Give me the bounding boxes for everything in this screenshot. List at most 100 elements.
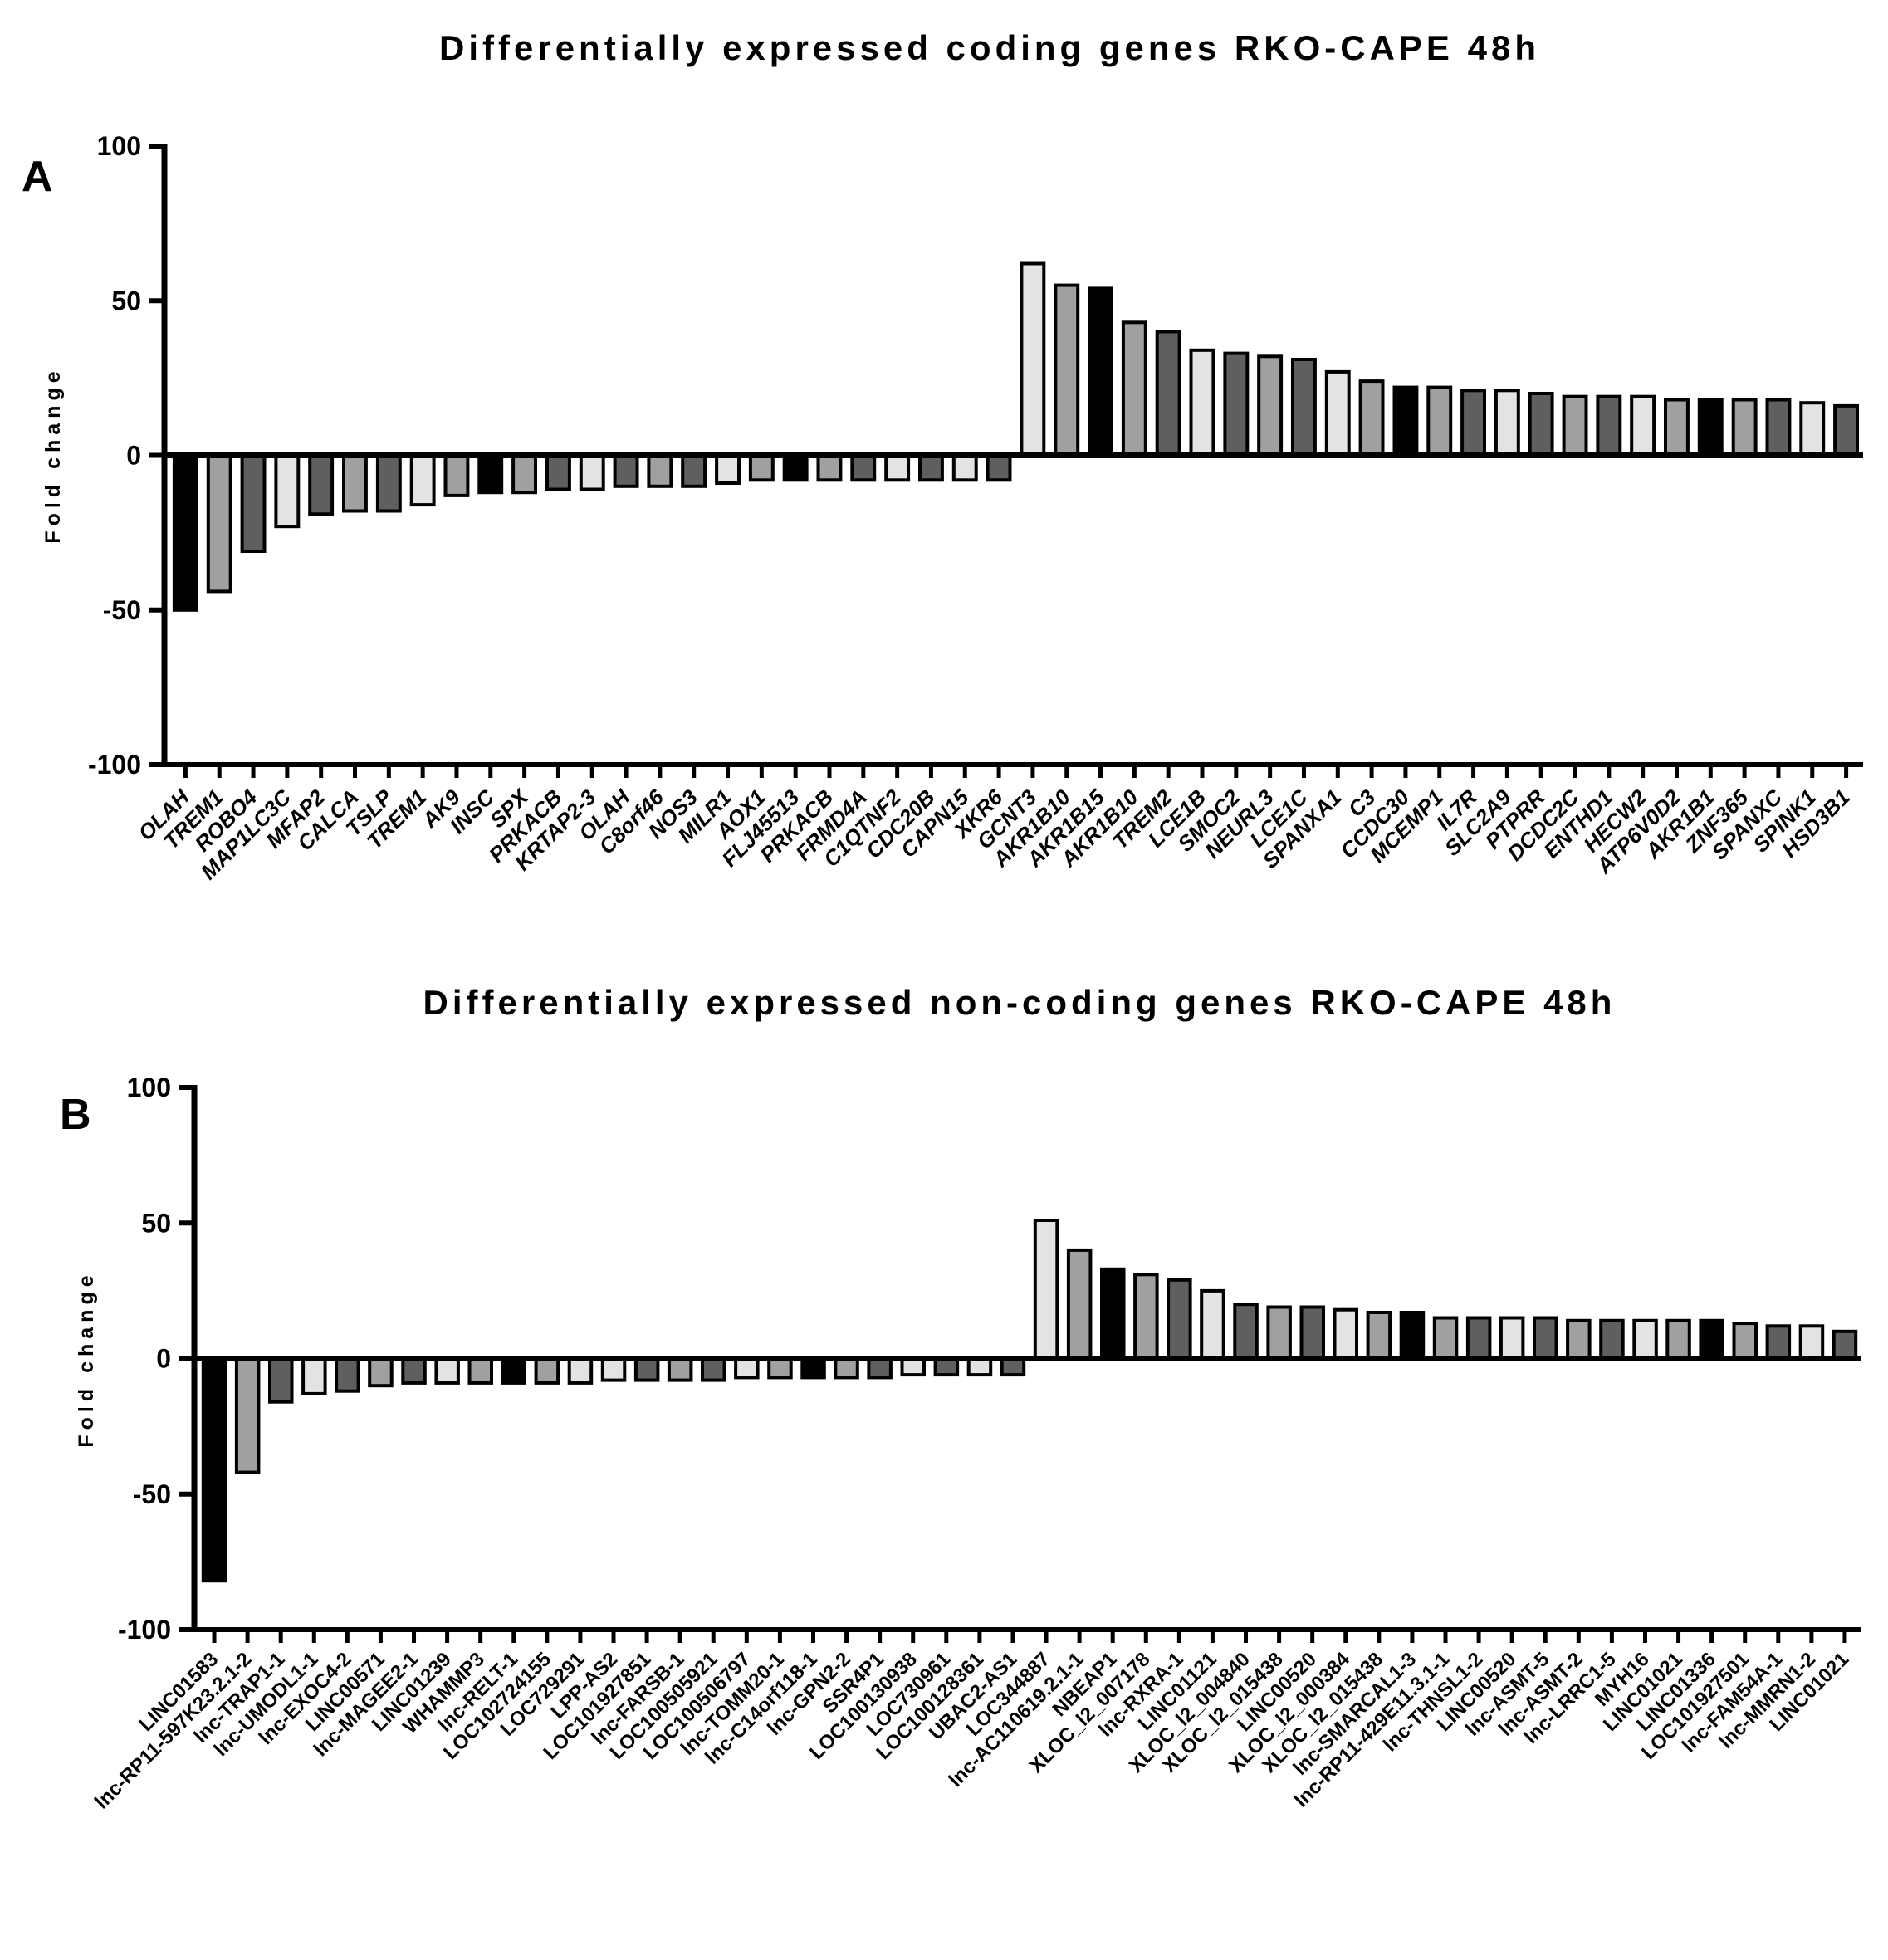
panel-a-bar: [613, 453, 639, 488]
panel-a-bar: [375, 453, 402, 513]
panel-a-bar: [850, 453, 877, 482]
panel-b-bar: [234, 1356, 261, 1474]
panel-b-bar: [1333, 1307, 1358, 1361]
panel-a-y-axis-label: Fold change: [42, 366, 65, 543]
panel-a-bar: [206, 453, 232, 594]
panel-b-bar: [1732, 1322, 1758, 1361]
panel-a-bar: [715, 453, 741, 485]
panel-a-bar: [308, 453, 335, 516]
panel-a-bar: [443, 453, 470, 497]
panel-a-y-tick-label: 0: [126, 441, 141, 471]
panel-a-bar: [172, 453, 198, 612]
panel-a-bar: [545, 453, 571, 491]
panel-b-bar: [1599, 1318, 1625, 1361]
panel-b-bar: [368, 1356, 394, 1388]
panel-b-bar: [1499, 1316, 1525, 1361]
panel-b-bar: [1366, 1311, 1392, 1361]
panel-a-bar: [477, 453, 504, 495]
panel-a-bar: [511, 453, 537, 495]
panel-b-bar: [1100, 1267, 1126, 1361]
panel-a-chart: Differentially expressed coding genes RK…: [22, 28, 1863, 884]
panel-b-bar: [1432, 1316, 1459, 1361]
panel-b-bar: [1798, 1324, 1825, 1361]
panel-b-axes: 100 50 0 -50 -100: [118, 1073, 1861, 1645]
panel-a-bar: [240, 453, 267, 553]
panel-b-bar: [1167, 1278, 1192, 1361]
panel-a-bar: [1494, 389, 1520, 457]
panel-a-bar: [409, 453, 436, 507]
panel-b-bar: [1233, 1303, 1259, 1361]
panel-a-bar: [1799, 401, 1826, 457]
panel-a-bar: [647, 453, 673, 488]
panel-b-bar: [1699, 1318, 1724, 1361]
panel-a-bar: [681, 453, 707, 488]
panel-b-bars: [201, 1219, 1858, 1583]
panel-a-letter: A: [22, 153, 53, 201]
panel-b-bar: [1765, 1324, 1792, 1361]
panel-b-bar: [1200, 1288, 1225, 1361]
panel-a-bar: [274, 453, 301, 529]
panel-a-bar: [816, 453, 843, 482]
panel-b-bar: [1399, 1311, 1426, 1361]
panel-b-y-tick-label: 0: [156, 1344, 171, 1374]
panel-b-bar: [268, 1356, 294, 1404]
panel-a-bar: [1257, 354, 1284, 457]
panel-a-bar: [884, 453, 911, 482]
panel-a-bar: [1765, 398, 1792, 457]
panel-a-bar: [1833, 403, 1860, 457]
panel-a-bar: [1358, 379, 1385, 457]
panel-a-bar: [1155, 330, 1181, 457]
panel-b-bar: [701, 1356, 726, 1382]
panel-a-bar: [1426, 385, 1453, 457]
panel-b-bar: [1465, 1316, 1492, 1361]
panel-a-bar: [1223, 351, 1250, 457]
panel-a-bar: [1088, 286, 1113, 457]
panel-a-bar: [951, 453, 978, 482]
panel-b-y-axis-label: Fold change: [75, 1270, 98, 1447]
panel-b-bar: [1632, 1318, 1658, 1361]
panel-b-letter: B: [60, 1091, 91, 1139]
panel-b-bar: [201, 1356, 227, 1583]
panel-a-bar: [1562, 394, 1588, 457]
panel-a-bar: [1697, 398, 1724, 457]
panel-b-bar: [633, 1356, 660, 1382]
panel-a-bar: [1020, 261, 1046, 457]
panel-a-y-tick-label: -100: [88, 750, 141, 780]
panel-b-bar: [1299, 1305, 1325, 1361]
panel-b-bar: [534, 1356, 560, 1385]
panel-b-y-tick-label: 100: [127, 1073, 171, 1102]
panel-b-bar: [1533, 1316, 1558, 1361]
panel-a-bar: [986, 453, 1012, 482]
panel-b-bar: [401, 1356, 427, 1385]
panel-b-y-tick-label: -50: [133, 1479, 171, 1509]
panel-a-bar: [1189, 348, 1215, 457]
panel-a-bar: [1054, 283, 1080, 457]
panel-a-bar: [1324, 369, 1351, 457]
panel-b-y-tick-label: -100: [118, 1615, 171, 1645]
panel-b-bar: [667, 1356, 693, 1382]
panel-b-chart: Differentially expressed non-coding gene…: [60, 983, 1861, 1813]
panel-a-bar: [1460, 389, 1486, 457]
panel-b-bar: [467, 1356, 493, 1385]
panel-b-bar: [301, 1356, 327, 1395]
panel-b-bar: [501, 1356, 526, 1385]
panel-a-bar: [1392, 385, 1419, 457]
panel-a-bar: [1596, 394, 1622, 457]
panel-b-bar: [1033, 1219, 1059, 1361]
panel-a-bar: [1291, 358, 1317, 457]
panel-b-bar: [1066, 1248, 1093, 1361]
panel-b-bar: [1566, 1318, 1592, 1361]
panel-a-bar: [748, 453, 775, 482]
panel-b-bar: [335, 1356, 360, 1393]
panel-b-title: Differentially expressed non-coding gene…: [423, 983, 1617, 1022]
panel-b-bar: [1832, 1329, 1858, 1361]
panel-a-bar: [579, 453, 605, 491]
panel-a-y-tick-label: 100: [97, 131, 141, 161]
panel-a-bar: [1630, 394, 1656, 457]
panel-a-x-tick-labels: OLAHTREM1ROBO4MAP1LC3CMFAP2CALCATSLPTREM…: [133, 765, 1855, 884]
panel-a-axes: 100 50 0 -50 -100: [88, 131, 1863, 780]
panel-b-bar: [567, 1356, 594, 1385]
panel-a-title: Differentially expressed coding genes RK…: [439, 28, 1540, 67]
panel-a-bar: [782, 453, 809, 482]
